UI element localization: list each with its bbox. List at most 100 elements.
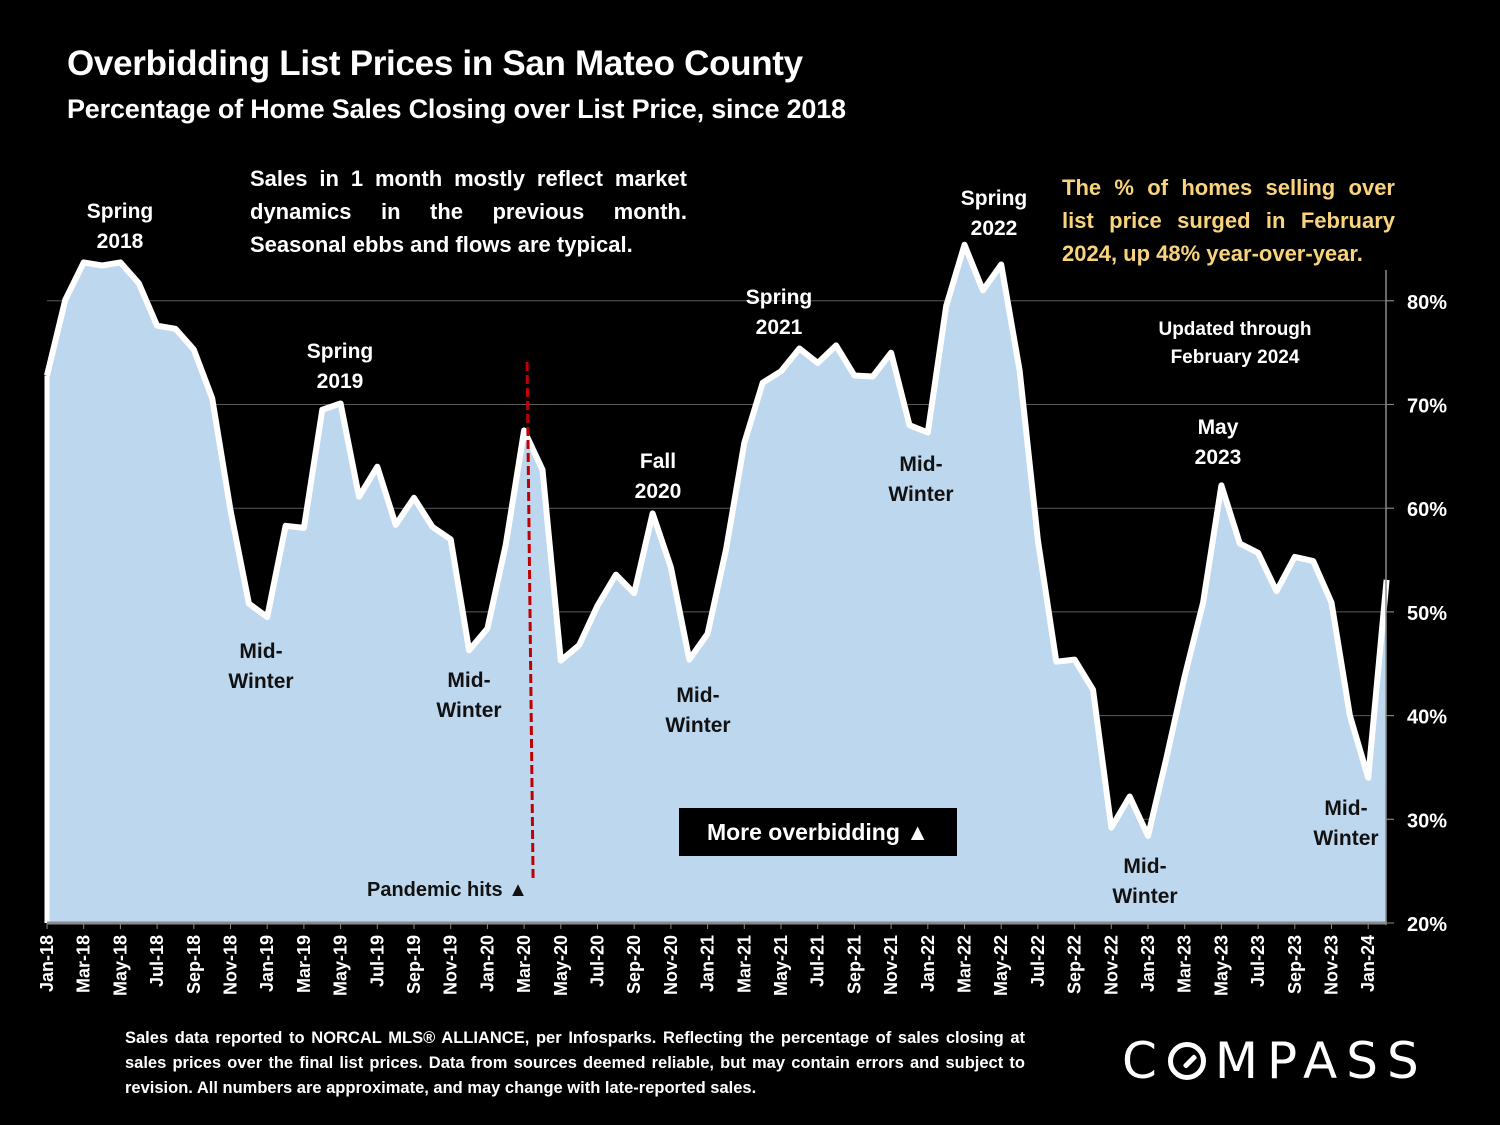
x-tick-label: Jan-24 — [1358, 935, 1378, 992]
annotation-spring-2018: Spring 2018 — [70, 197, 170, 257]
x-tick-label: Nov-20 — [661, 935, 681, 995]
x-tick-label: Nov-22 — [1101, 935, 1121, 995]
annotation-line: Winter — [1112, 885, 1178, 908]
x-tick-label: Jan-18 — [37, 935, 57, 992]
annotation-mid-winter: Mid- Winter — [211, 637, 311, 697]
annotation-line: Spring — [745, 286, 813, 309]
annotation-mid-winter: Mid- Winter — [1095, 852, 1195, 912]
x-tick-label: Jul-21 — [808, 935, 828, 987]
logo-text-start: C — [1122, 1032, 1166, 1090]
annotation-line: Fall — [639, 450, 677, 473]
annotation-spring-2022: Spring 2022 — [944, 184, 1044, 244]
x-tick-label: Mar-23 — [1175, 935, 1195, 993]
annotation-line: Winter — [1313, 827, 1379, 850]
updated-line-1: Updated through — [1158, 319, 1312, 340]
annotation-may-2023: May 2023 — [1168, 413, 1268, 473]
x-tick-label: Mar-20 — [514, 935, 534, 993]
february-surge-note: The % of homes selling over list price s… — [1062, 175, 1395, 266]
data-points — [44, 375, 1387, 925]
y-tick-label: 50% — [1407, 603, 1447, 625]
annotation-line: Mid- — [676, 684, 720, 707]
x-tick-label: Jul-19 — [367, 935, 387, 987]
y-tick-label: 30% — [1407, 810, 1447, 832]
x-tick-label: Sep-21 — [844, 935, 864, 994]
annotation-line: 2022 — [970, 217, 1018, 240]
annotation-line: Spring — [306, 340, 374, 363]
x-tick-label: Jan-19 — [257, 935, 277, 992]
x-tick-label: Sep-22 — [1065, 935, 1085, 994]
compass-o-icon — [1167, 1042, 1206, 1080]
chart-subtitle: Percentage of Home Sales Closing over Li… — [67, 94, 846, 124]
x-tick-label: Nov-23 — [1322, 935, 1342, 995]
annotation-line: Winter — [228, 670, 294, 693]
annotation-mid-winter: Mid- Winter — [419, 666, 519, 726]
x-tick-label: Jul-20 — [588, 935, 608, 987]
x-tick-label: Sep-23 — [1285, 935, 1305, 994]
annotation-line: Spring — [86, 200, 154, 223]
annotation-mid-winter: Mid- Winter — [1296, 794, 1396, 854]
annotation-line: Mid- — [899, 453, 943, 476]
annotation-line: Mid- — [239, 640, 283, 663]
x-tick-label: May-23 — [1211, 935, 1231, 996]
annotation-line: 2021 — [755, 316, 803, 339]
annotation-line: Winter — [888, 483, 954, 506]
pandemic-marker-line — [525, 361, 535, 881]
x-tick-label: Sep-18 — [184, 935, 204, 994]
y-tick-label: 20% — [1407, 914, 1447, 936]
x-tick-label: Jan-23 — [1138, 935, 1158, 992]
annotation-line: Mid- — [447, 669, 491, 692]
x-tick-label: Mar-22 — [955, 935, 975, 993]
x-tick-label: Jul-18 — [147, 935, 167, 987]
x-tick-label: May-19 — [331, 935, 351, 996]
annotation-spring-2021: Spring 2021 — [729, 283, 829, 343]
x-tick-label: May-21 — [771, 935, 791, 996]
source-footnote: Sales data reported to NORCAL MLS® ALLIA… — [125, 1029, 1025, 1097]
x-tick-label: Jan-21 — [698, 935, 718, 992]
compass-logo: C MPASS — [1122, 1032, 1428, 1090]
updated-line-2: February 2024 — [1170, 347, 1300, 368]
x-tick-label: Mar-18 — [74, 935, 94, 993]
y-tick-label: 80% — [1407, 292, 1447, 314]
annotation-line: Mid- — [1123, 855, 1167, 878]
x-tick-label: Jan-22 — [918, 935, 938, 992]
y-axis: 20% 30% 40% 50% 60% 70% 80% — [1385, 270, 1447, 936]
annotation-line: Winter — [665, 714, 731, 737]
logo-text-end: MPASS — [1214, 1032, 1428, 1090]
pandemic-hits-label: Pandemic hits ▲ — [367, 879, 528, 901]
annotation-line: Spring — [960, 187, 1028, 210]
annotation-fall-2020: Fall 2020 — [608, 447, 708, 507]
x-tick-label: Sep-20 — [624, 935, 644, 994]
annotation-line: 2019 — [316, 370, 364, 393]
x-tick-label: Mar-21 — [734, 935, 754, 993]
y-tick-label: 40% — [1407, 707, 1447, 729]
annotation-line: May — [1197, 416, 1239, 439]
annotation-line: Winter — [436, 699, 502, 722]
annotation-mid-winter: Mid- Winter — [871, 450, 971, 510]
annotation-mid-winter: Mid- Winter — [648, 681, 748, 741]
annotation-line: 2018 — [96, 230, 144, 253]
annotation-line: 2020 — [634, 480, 682, 503]
x-tick-label: Nov-21 — [881, 935, 901, 995]
series-line — [44, 241, 1390, 839]
updated-through-note: Updated through February 2024 — [1145, 316, 1325, 372]
annotation-line: Mid- — [1324, 797, 1368, 820]
market-dynamics-note: Sales in 1 month mostly reflect market d… — [250, 166, 687, 257]
annotation-line: 2023 — [1194, 446, 1242, 469]
annotation-spring-2019: Spring 2019 — [290, 337, 390, 397]
x-tick-label: Jul-22 — [1028, 935, 1048, 987]
x-tick-label: May-22 — [991, 935, 1011, 996]
x-axis: Jan-18 Mar-18 May-18 Jul-18 Sep-18 Nov-18 Jan-… — [37, 923, 1378, 996]
x-tick-label: May-18 — [110, 935, 130, 996]
more-overbidding-legend: More overbidding ▲ — [679, 808, 957, 856]
x-tick-label: Nov-19 — [441, 935, 461, 995]
x-tick-label: May-20 — [551, 935, 571, 996]
x-tick-label: Sep-19 — [404, 935, 424, 994]
y-tick-label: 70% — [1407, 396, 1447, 418]
area-fill — [47, 244, 1387, 924]
x-tick-label: Nov-18 — [221, 935, 241, 995]
y-tick-label: 60% — [1407, 499, 1447, 521]
chart-title: Overbidding List Prices in San Mateo Cou… — [67, 44, 803, 83]
x-tick-label: Mar-19 — [294, 935, 314, 993]
x-tick-label: Jul-23 — [1248, 935, 1268, 987]
